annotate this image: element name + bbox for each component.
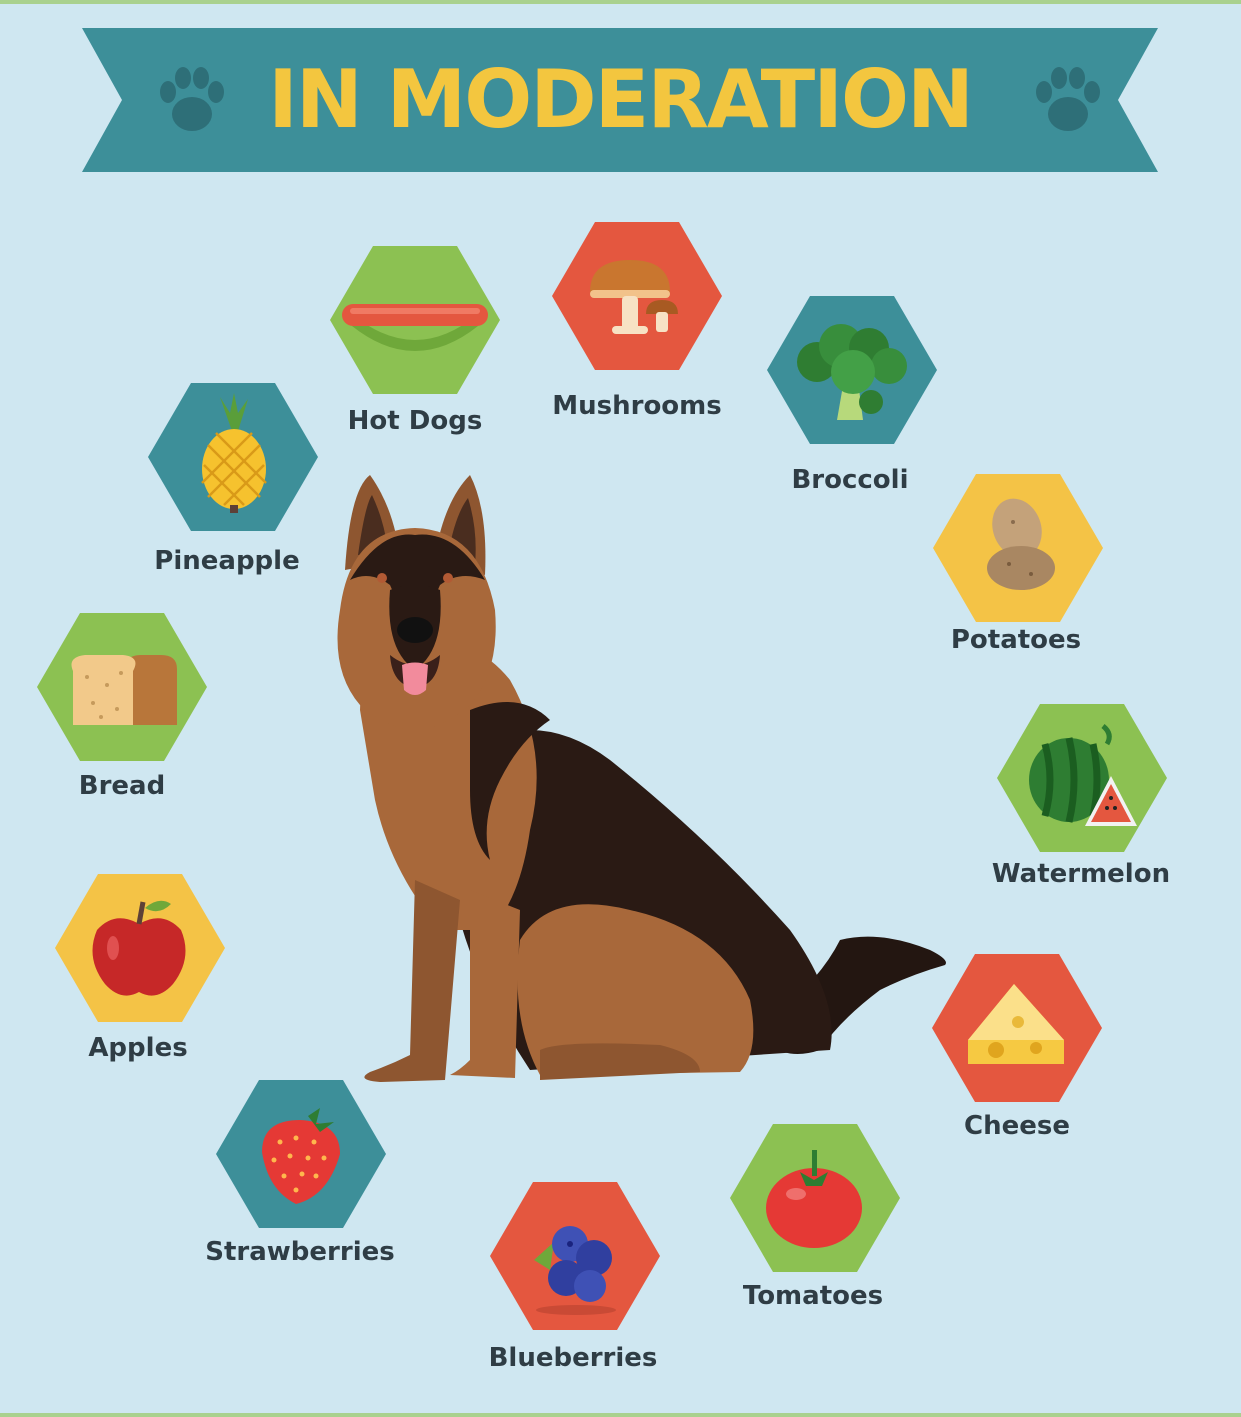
food-item-bread <box>37 613 207 765</box>
pineapple-icon <box>201 393 267 513</box>
blueberry-icon <box>534 1226 616 1315</box>
food-label-broccoli: Broccoli <box>791 465 909 495</box>
broccoli-icon <box>797 324 907 420</box>
food-label-bread: Bread <box>78 771 166 801</box>
food-label-pineapple: Pineapple <box>154 546 300 576</box>
food-item-cheese <box>932 954 1102 1106</box>
potato-icon <box>987 498 1055 590</box>
top-border <box>0 0 1241 4</box>
strawberry-icon <box>262 1108 340 1204</box>
paw-print-icon <box>160 67 224 131</box>
food-item-hot-dogs <box>330 246 500 398</box>
food-label-hot-dogs: Hot Dogs <box>347 406 483 436</box>
title-banner <box>82 28 1158 172</box>
food-item-pineapple <box>148 383 318 535</box>
food-item-mushrooms <box>552 222 722 374</box>
food-label-potatoes: Potatoes <box>950 625 1082 655</box>
food-label-tomatoes: Tomatoes <box>742 1281 884 1311</box>
mushroom-icon <box>590 260 678 334</box>
german-shepherd-dog-illustration <box>337 475 946 1082</box>
food-item-blueberries <box>490 1182 660 1334</box>
food-item-potatoes <box>933 474 1103 626</box>
hot-dog-icon <box>342 304 488 351</box>
food-item-strawberries <box>216 1080 386 1232</box>
food-label-apples: Apples <box>88 1033 188 1063</box>
cheese-icon <box>968 984 1064 1064</box>
food-item-broccoli <box>767 296 937 448</box>
watermelon-icon <box>1029 724 1137 826</box>
page-title: IN MODERATION <box>268 53 974 146</box>
food-item-apples <box>55 874 225 1026</box>
food-label-blueberries: Blueberries <box>488 1343 658 1373</box>
tomato-icon <box>766 1150 862 1248</box>
apple-icon <box>92 900 186 996</box>
food-label-watermelon: Watermelon <box>991 859 1171 889</box>
food-item-tomatoes <box>730 1124 900 1276</box>
bread-icon <box>71 655 177 725</box>
paw-print-icon <box>1036 67 1100 131</box>
bottom-border <box>0 1413 1241 1417</box>
food-label-mushrooms: Mushrooms <box>552 391 722 421</box>
food-label-strawberries: Strawberries <box>205 1237 395 1267</box>
food-item-watermelon <box>997 704 1167 856</box>
food-label-cheese: Cheese <box>964 1111 1070 1141</box>
